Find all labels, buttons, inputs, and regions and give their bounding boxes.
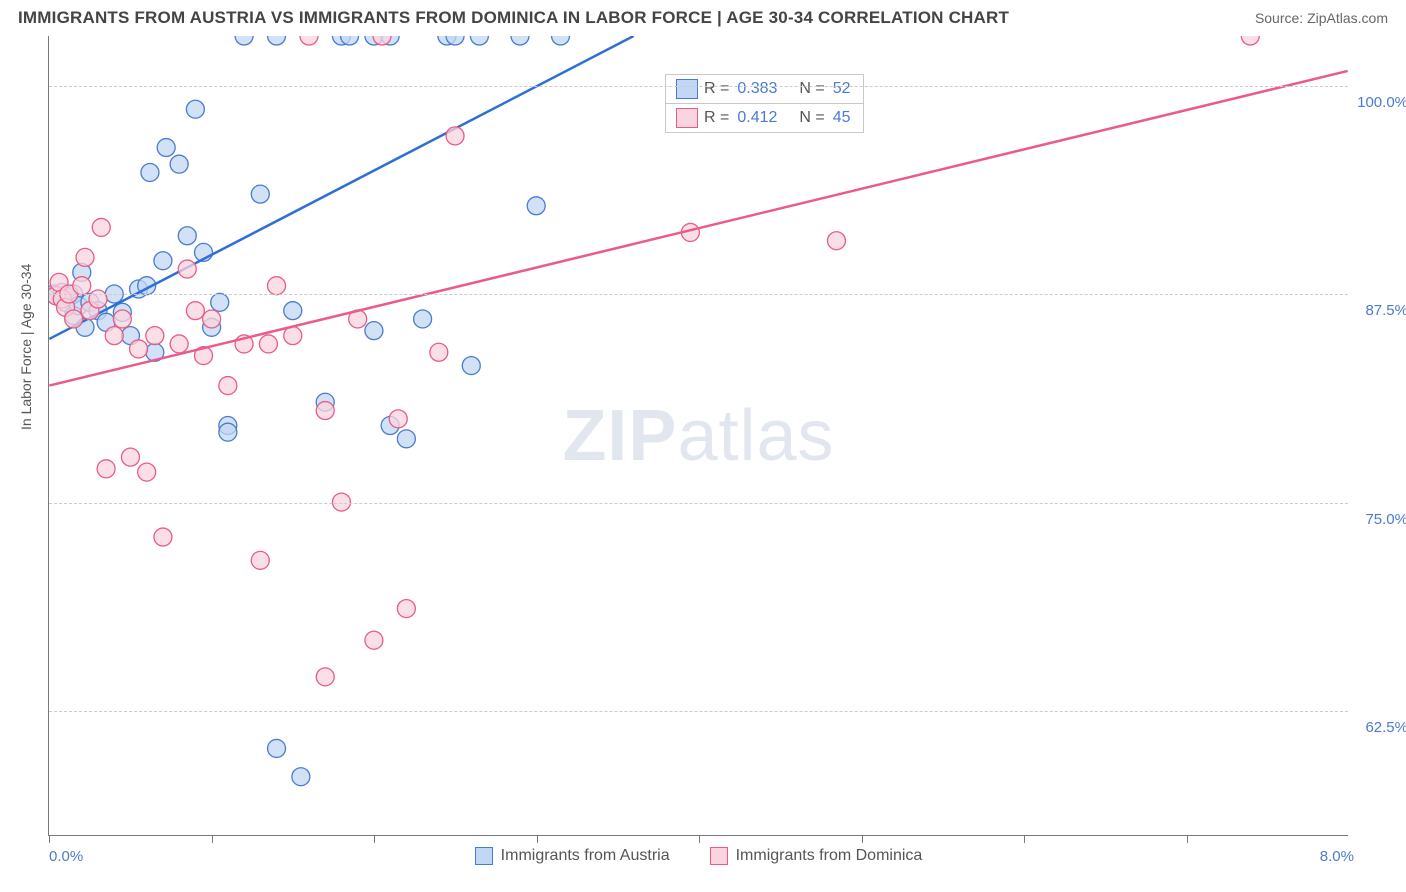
data-point (251, 185, 269, 203)
bottom-legend: Immigrants from Austria Immigrants from D… (49, 847, 1348, 865)
y-axis-title: In Labor Force | Age 30-34 (18, 264, 34, 430)
y-tick-label: 62.5% (1365, 719, 1406, 736)
x-tick (1024, 835, 1025, 843)
gridline (49, 503, 1348, 504)
data-point (268, 277, 286, 295)
y-tick-label: 100.0% (1357, 94, 1406, 111)
data-point (154, 252, 172, 270)
data-point (178, 227, 196, 245)
data-point (259, 335, 277, 353)
legend-item: Immigrants from Austria (475, 847, 670, 865)
scatter-plot-svg (49, 36, 1348, 835)
data-point (219, 377, 237, 395)
legend-swatch (475, 847, 493, 865)
data-point (462, 357, 480, 375)
stats-row: R = 0.412 N = 45 (666, 104, 863, 132)
data-point (316, 402, 334, 420)
n-label: N = (799, 109, 824, 127)
data-point (251, 551, 269, 569)
data-point (527, 197, 545, 215)
x-axis-max-label: 8.0% (1320, 848, 1354, 865)
y-tick-label: 75.0% (1365, 511, 1406, 528)
data-point (446, 127, 464, 145)
x-tick (537, 835, 538, 843)
data-point (178, 260, 196, 278)
data-point (365, 322, 383, 340)
r-value: 0.383 (735, 80, 779, 98)
data-point (211, 293, 229, 311)
legend-swatch (676, 108, 698, 128)
data-point (397, 600, 415, 618)
data-point (97, 460, 115, 478)
n-value: 52 (831, 80, 853, 98)
data-point (235, 36, 253, 45)
data-point (414, 310, 432, 328)
gridline (49, 294, 1348, 295)
chart-plot-area: ZIPatlas R =0.383N =52R =0.412N =45 Immi… (48, 36, 1348, 836)
data-point (268, 739, 286, 757)
data-point (292, 768, 310, 786)
data-point (1241, 36, 1259, 45)
x-tick (862, 835, 863, 843)
legend-swatch (710, 847, 728, 865)
data-point (827, 232, 845, 250)
y-tick-label: 87.5% (1365, 302, 1406, 319)
n-value: 45 (831, 109, 853, 127)
data-point (365, 631, 383, 649)
data-point (389, 410, 407, 428)
data-point (170, 335, 188, 353)
data-point (138, 463, 156, 481)
data-point (268, 36, 286, 45)
data-point (92, 218, 110, 236)
data-point (203, 310, 221, 328)
r-label: R = (704, 80, 729, 98)
x-tick (699, 835, 700, 843)
n-label: N = (799, 80, 824, 98)
source-attribution: Source: ZipAtlas.com (1255, 10, 1388, 26)
data-point (89, 290, 107, 308)
data-point (397, 430, 415, 448)
x-tick (1187, 835, 1188, 843)
data-point (73, 277, 91, 295)
x-tick (49, 835, 50, 843)
data-point (284, 302, 302, 320)
x-tick (212, 835, 213, 843)
r-value: 0.412 (735, 109, 779, 127)
x-tick (374, 835, 375, 843)
data-point (113, 310, 131, 328)
data-point (511, 36, 529, 45)
legend-label: Immigrants from Austria (501, 847, 670, 865)
legend-label: Immigrants from Dominica (736, 847, 923, 865)
gridline (49, 86, 1348, 87)
gridline (49, 711, 1348, 712)
data-point (154, 528, 172, 546)
x-axis-min-label: 0.0% (49, 848, 83, 865)
data-point (430, 343, 448, 361)
data-point (300, 36, 318, 45)
data-point (552, 36, 570, 45)
data-point (105, 327, 123, 345)
stats-row: R = 0.383 N = 52 (666, 75, 863, 104)
data-point (470, 36, 488, 45)
data-point (219, 423, 237, 441)
data-point (65, 310, 83, 328)
legend-item: Immigrants from Dominica (710, 847, 923, 865)
correlation-stats-box: R = 0.383 N = 52 R = 0.412 N = 45 (665, 74, 864, 133)
data-point (186, 100, 204, 118)
data-point (316, 668, 334, 686)
chart-title: IMMIGRANTS FROM AUSTRIA VS IMMIGRANTS FR… (18, 8, 1009, 28)
data-point (170, 155, 188, 173)
data-point (121, 448, 139, 466)
data-point (130, 340, 148, 358)
data-point (146, 327, 164, 345)
legend-swatch (676, 79, 698, 99)
data-point (157, 139, 175, 157)
data-point (186, 302, 204, 320)
data-point (141, 164, 159, 182)
r-label: R = (704, 109, 729, 127)
data-point (76, 248, 94, 266)
